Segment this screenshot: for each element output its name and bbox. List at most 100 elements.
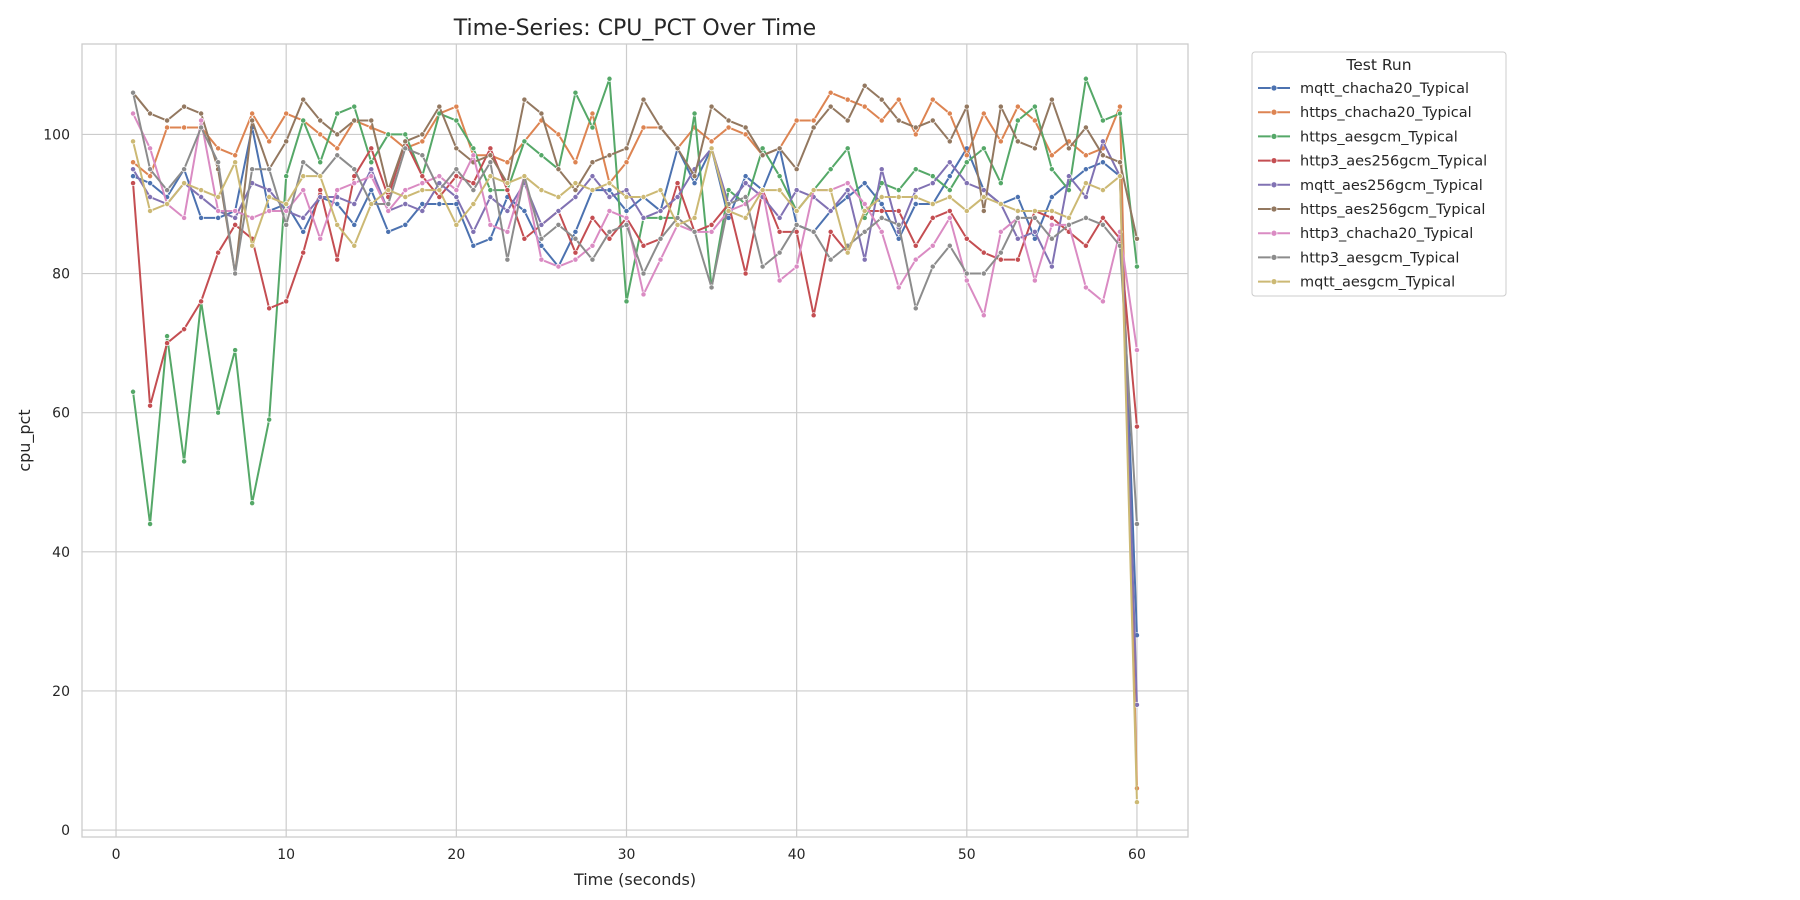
data-point (980, 110, 987, 117)
data-point (640, 96, 647, 103)
data-point (623, 194, 630, 200)
data-point (776, 173, 783, 180)
data-point (1048, 152, 1055, 159)
data-point (130, 166, 136, 173)
data-point (997, 249, 1004, 256)
legend-label: http3_aes256gcm_Typical (1300, 154, 1487, 170)
data-point (249, 242, 256, 249)
series-line (132, 141, 1138, 803)
data-point (810, 187, 817, 194)
data-point (266, 187, 273, 194)
data-point (300, 187, 307, 194)
data-point (572, 228, 579, 235)
data-point (555, 221, 562, 228)
data-point (1031, 228, 1038, 235)
data-point (1014, 103, 1021, 110)
data-point (606, 194, 613, 200)
data-point (300, 214, 307, 221)
y-tick-label: 0 (61, 823, 70, 839)
legend-swatch-marker (1270, 157, 1278, 164)
data-point (963, 152, 970, 159)
data-point (368, 145, 375, 152)
data-point (1099, 187, 1106, 194)
data-point (1048, 235, 1055, 242)
data-point (572, 194, 579, 200)
data-point (946, 187, 953, 194)
legend-item: http3_aes256gcm_Typical (1258, 154, 1487, 170)
data-point (385, 187, 392, 194)
data-point (1134, 423, 1140, 430)
series-line (132, 140, 1138, 705)
x-tick-label: 30 (618, 847, 636, 863)
data-point (181, 103, 188, 110)
data-point (487, 221, 494, 228)
x-tick-label: 60 (1128, 847, 1146, 863)
data-point (470, 152, 477, 159)
data-point (453, 194, 460, 200)
data-point (589, 242, 596, 249)
data-point (1048, 207, 1055, 214)
data-point (317, 194, 324, 200)
legend-swatch-marker (1270, 205, 1278, 213)
legend-swatch-marker (1270, 108, 1278, 116)
data-point (555, 263, 562, 270)
data-point (572, 235, 579, 242)
data-point (861, 180, 868, 187)
legend-label: http3_aesgcm_Typical (1300, 250, 1459, 266)
legend-swatch-marker (1270, 84, 1278, 92)
data-point (521, 207, 528, 214)
data-point (351, 221, 358, 228)
x-tick-label: 40 (788, 847, 806, 863)
data-point (555, 131, 562, 138)
data-point (215, 207, 222, 214)
data-point (436, 201, 443, 207)
data-point (1065, 145, 1072, 152)
series-https_aes256gcm_Typical (130, 82, 1140, 277)
data-point (1031, 214, 1038, 221)
data-point (1116, 159, 1123, 166)
data-point (1031, 207, 1038, 214)
data-point (844, 187, 851, 194)
data-point (1065, 214, 1072, 221)
data-point (861, 103, 868, 110)
data-point (895, 207, 902, 214)
data-point (538, 256, 545, 263)
legend-item: mqtt_aes256gcm_Typical (1258, 178, 1483, 194)
data-point (810, 312, 817, 319)
data-point (147, 180, 154, 187)
data-point (963, 235, 970, 242)
data-point (793, 117, 800, 124)
series-line (132, 140, 1138, 427)
data-point (266, 416, 273, 423)
data-point (402, 187, 409, 194)
data-point (725, 124, 732, 131)
data-point (164, 333, 171, 340)
data-point (691, 180, 698, 187)
x-tick-label: 20 (447, 847, 465, 863)
data-point (1031, 145, 1038, 152)
data-point (368, 187, 375, 194)
data-point (538, 110, 545, 117)
data-point (1082, 284, 1089, 291)
legend-label: http3_chacha20_Typical (1300, 226, 1473, 242)
data-point (623, 207, 630, 214)
data-point (589, 187, 596, 194)
data-point (334, 152, 341, 159)
data-point (844, 96, 851, 103)
y-tick-label: 40 (52, 545, 70, 561)
data-point (776, 249, 783, 256)
data-point (623, 221, 630, 228)
data-point (946, 207, 953, 214)
data-point (912, 256, 919, 263)
data-point (283, 173, 290, 180)
series-mqtt_aesgcm_Typical (130, 138, 1140, 806)
data-point (385, 131, 392, 138)
data-point (487, 152, 494, 159)
data-point (861, 207, 868, 214)
legend-swatch-marker (1270, 229, 1278, 237)
data-point (1099, 298, 1106, 305)
data-point (215, 214, 222, 221)
data-point (453, 145, 460, 152)
data-point (147, 145, 154, 152)
